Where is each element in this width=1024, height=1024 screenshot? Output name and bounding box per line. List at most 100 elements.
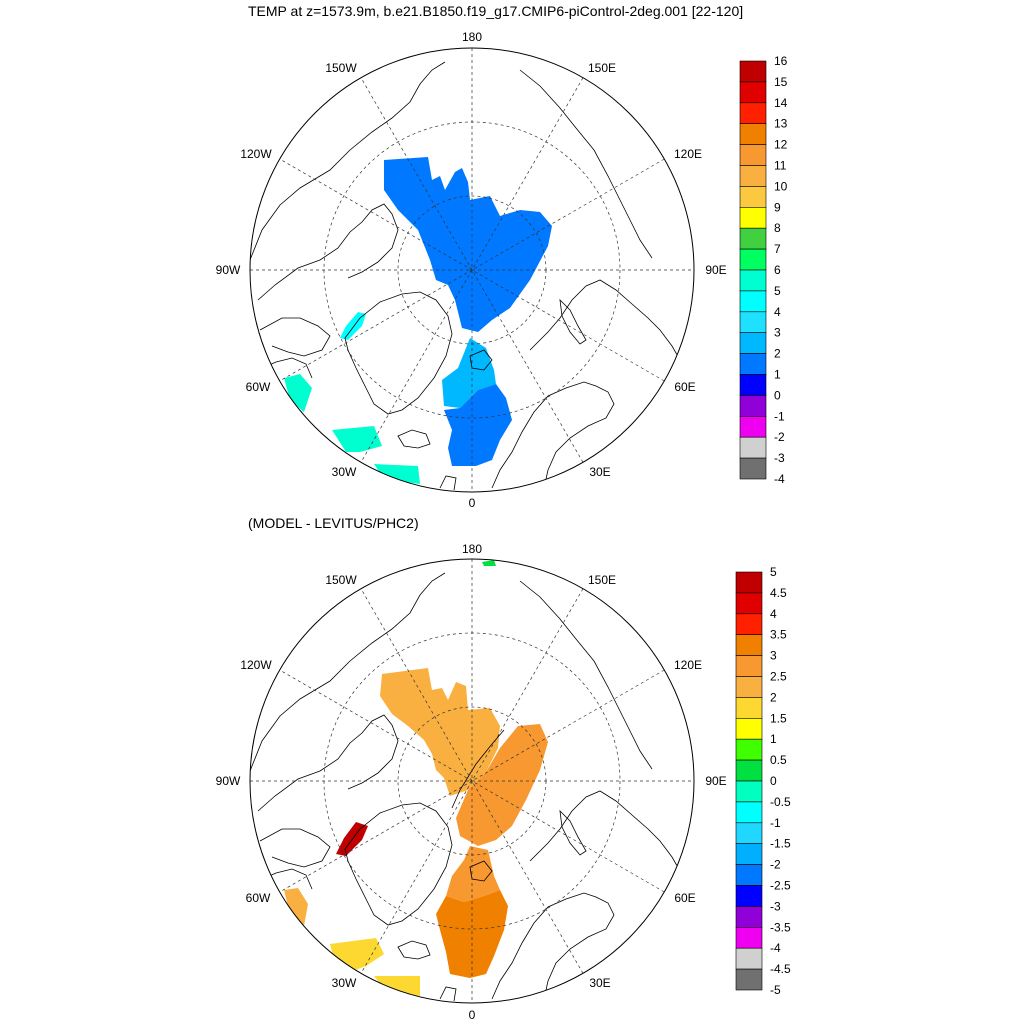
bottom-colorbar-swatch: [735, 571, 763, 594]
lon-label-90w: 90W: [216, 263, 241, 277]
top-colorbar-swatch: [739, 290, 767, 313]
bottom-lon-labels: 180 150E 120E 90E 60E 30E 0 30W 60W 90W …: [216, 542, 727, 1022]
bottom-colorbar-label: 2.5: [770, 670, 787, 684]
field-eurasian-basin: [456, 724, 548, 846]
lon-label-60w: 60W: [246, 891, 271, 905]
top-colorbar-label: 3: [774, 326, 781, 340]
bottom-colorbar-label: -3: [770, 899, 781, 913]
bottom-colorbar-swatch: [735, 968, 763, 991]
top-colorbar-swatch: [739, 457, 767, 480]
bottom-colorbar-label: 3.5: [770, 628, 787, 642]
bottom-colorbar-label: -4: [770, 941, 781, 955]
top-colorbar-label: 5: [774, 284, 781, 298]
top-colorbar-label: -1: [774, 409, 785, 423]
top-colorbar-label: 15: [774, 75, 788, 89]
lon-label-60e: 60E: [674, 380, 695, 394]
top-panel-title: TEMP at z=1573.9m, b.e21.B1850.f19_g17.C…: [248, 3, 744, 19]
top-colorbar-swatch: [739, 165, 767, 187]
top-colorbar-swatch: [739, 269, 767, 292]
field-arctic-deep-water: [384, 157, 552, 332]
field-bering-strait: [482, 560, 496, 566]
lon-label-120w: 120W: [240, 147, 272, 161]
bottom-colorbar-swatch: [735, 592, 763, 615]
lon-label-0: 0: [469, 496, 476, 510]
bottom-colorbar-label: -1: [770, 816, 781, 830]
top-colorbar-swatch: [739, 311, 767, 333]
lon-label-30e: 30E: [589, 465, 610, 479]
coast-siberia: [529, 790, 681, 872]
lon-label-150w: 150W: [325, 573, 357, 587]
bottom-colorbar-swatch: [735, 738, 763, 761]
top-colorbar-swatch: [739, 332, 767, 354]
top-colorbar-swatch: [739, 207, 767, 229]
top-colorbar-swatch: [739, 123, 767, 145]
coast-canadian-arctic: [257, 714, 399, 812]
top-colorbar-swatch: [739, 227, 767, 250]
bottom-colorbar-label: -2: [770, 858, 781, 872]
top-colorbar-swatch: [739, 374, 767, 396]
bottom-colorbar-swatch: [735, 864, 763, 886]
top-colorbar-swatch: [739, 144, 767, 166]
bottom-colorbar-label: 4.5: [770, 586, 787, 600]
coast-scandinavia: [491, 892, 615, 1000]
bottom-colorbar-swatch: [735, 843, 763, 865]
top-colorbar-label: 10: [774, 179, 788, 193]
coast-hudson: [259, 317, 331, 357]
top-colorbar-swatch: [739, 186, 767, 208]
field-canada-basin: [380, 668, 500, 796]
top-colorbar-label: 11: [774, 159, 787, 173]
top-colorbar-swatch: [739, 415, 767, 438]
top-colorbar-label: 14: [774, 96, 788, 110]
field-fram-strait: [442, 338, 496, 408]
lon-label-180: 180: [462, 542, 482, 556]
top-lon-labels: 180 150E 120E 90E 60E 30E 0 30W 60W 90W …: [216, 30, 727, 510]
bottom-colorbar-swatch: [735, 906, 763, 928]
top-map-border: [249, 47, 695, 493]
lon-label-0: 0: [469, 1008, 476, 1022]
coast-british-isles: [439, 986, 457, 1002]
bottom-field-layer: [284, 560, 548, 996]
coast-alaska: [250, 572, 446, 772]
top-colorbar-label: -3: [774, 451, 785, 465]
lon-label-60w: 60W: [246, 380, 271, 394]
bottom-colorbar-label: 3: [770, 649, 777, 663]
meridian-150e-30w: [360, 588, 584, 974]
top-field-layer: [284, 157, 552, 484]
lon-label-30e: 30E: [589, 976, 610, 990]
meridian-150e-30w: [360, 77, 584, 463]
lon-label-180: 180: [462, 30, 482, 44]
field-iceland-basin: [374, 464, 420, 484]
bottom-map-border: [249, 558, 695, 1004]
coast-alaska: [250, 61, 446, 261]
bottom-polar-map: 180 150E 120E 90E 60E 30E 0 30W 60W 90W …: [216, 542, 791, 1022]
bottom-colorbar-swatch: [735, 885, 763, 907]
bottom-colorbar-swatch: [735, 697, 763, 719]
bottom-colorbar-swatch: [735, 655, 763, 677]
field-fram-strait: [446, 846, 500, 902]
bottom-colorbar-swatch: [735, 759, 763, 782]
bottom-colorbar-label: -1.5: [770, 837, 791, 851]
coast-iceland: [397, 940, 431, 960]
coast-canadian-arctic: [257, 203, 399, 301]
top-colorbar-label: 1: [774, 368, 781, 382]
bottom-colorbar-swatch: [735, 613, 763, 635]
top-colorbar-swatch: [739, 60, 767, 83]
bottom-colorbar-swatch: [735, 822, 763, 844]
field-labrador-sea: [284, 374, 312, 412]
top-colorbar-label: 0: [774, 388, 781, 402]
top-colorbar-label: 4: [774, 305, 781, 319]
top-colorbar-swatch: [739, 436, 767, 459]
coast-labrador: [257, 357, 313, 379]
lon-label-90e: 90E: [705, 774, 726, 788]
bottom-colorbar-swatch: [735, 947, 763, 970]
lon-label-30w: 30W: [332, 976, 357, 990]
bottom-colorbar-swatch: [735, 717, 763, 740]
bottom-colorbar-label: 1: [770, 732, 777, 746]
coast-british-isles: [439, 475, 457, 491]
top-colorbar-swatch: [739, 248, 767, 271]
bottom-colorbar-label: 0: [770, 774, 777, 788]
top-graticule: [250, 48, 694, 492]
lon-label-120w: 120W: [240, 658, 272, 672]
